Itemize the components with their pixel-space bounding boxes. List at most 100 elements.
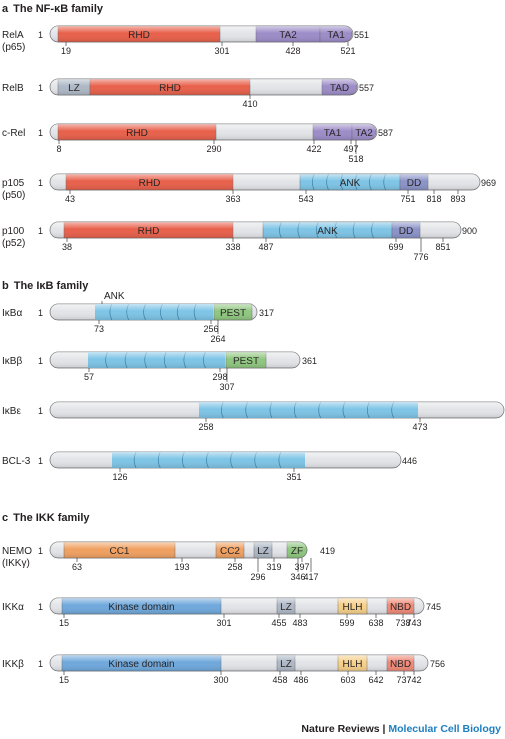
protein-ikbe-pos-label: 258: [198, 422, 213, 432]
protein-p105-gloss: [50, 174, 480, 190]
protein-bcl3-start: 1: [38, 456, 43, 466]
protein-rela-pos-label: 521: [340, 46, 355, 56]
protein-nemo: NEMO(IKKγ)1CC1CC2LZZF4196319325829631934…: [2, 541, 335, 582]
protein-nemo-end: 419: [320, 546, 335, 556]
protein-ikba-pos-label: 256: [203, 324, 218, 334]
protein-p100-pos-label: 851: [435, 242, 450, 252]
protein-ikbb-gloss: [50, 352, 300, 368]
protein-rela-name-1: (p65): [2, 42, 25, 53]
protein-nemo-gloss: [50, 542, 307, 558]
protein-ikka-pos-label: 15: [59, 618, 69, 628]
protein-ikkb-name-0: IKKβ: [2, 659, 24, 670]
protein-ikkb-start: 1: [38, 659, 43, 669]
protein-crel-pos-label: 497: [343, 144, 358, 154]
protein-relb-pos-label: 410: [242, 99, 257, 109]
protein-ikba-pos-label: 264: [210, 334, 225, 344]
section-a-title: a The NF-κB family: [2, 3, 104, 15]
protein-nemo-pos-label: 397: [294, 562, 309, 572]
protein-ikbb-pos-label: 307: [219, 382, 234, 392]
protein-p105-start: 1: [38, 178, 43, 188]
protein-ikka-pos-label: 301: [216, 618, 231, 628]
protein-ikka-start: 1: [38, 602, 43, 612]
protein-ikka-pos-label: 599: [339, 618, 354, 628]
protein-ikba-gloss: [50, 304, 257, 320]
protein-crel-pos-label: 8: [56, 144, 61, 154]
protein-rows: RelA(p65)1RHDTA2TA155119301428521RelB1LZ…: [2, 25, 505, 685]
protein-bcl3-end: 446: [402, 456, 417, 466]
section-c-title: c The IKK family: [2, 512, 90, 524]
protein-p105-pos-label: 43: [65, 194, 75, 204]
protein-ikba-start: 1: [38, 308, 43, 318]
protein-ikkb-pos-label: 15: [59, 675, 69, 685]
protein-ikbb: IκBβ1PEST36157298307: [2, 351, 317, 392]
protein-ikbe-start: 1: [38, 406, 43, 416]
protein-ikba-end: 317: [259, 308, 274, 318]
protein-ikba-name-0: IκBα: [2, 308, 22, 319]
protein-bcl3-pos-label: 351: [286, 472, 301, 482]
protein-crel-name-0: c-Rel: [2, 128, 25, 139]
protein-p105-pos-label: 363: [225, 194, 240, 204]
protein-ikka-pos-label: 743: [406, 618, 421, 628]
protein-ikka-end: 745: [426, 602, 441, 612]
protein-bcl3-pos-label: 126: [112, 472, 127, 482]
protein-ikka-gloss: [50, 598, 424, 614]
protein-ikbb-pos-label: 57: [84, 372, 94, 382]
protein-rela-pos-label: 301: [214, 46, 229, 56]
protein-p100-name-1: (p52): [2, 238, 25, 249]
protein-ikkb-gloss: [50, 655, 428, 671]
protein-p100-gloss: [50, 222, 461, 238]
protein-ikkb-end: 756: [430, 659, 445, 669]
section-b-title: b The IκB family: [2, 280, 89, 292]
protein-ikkb-pos-label: 642: [368, 675, 383, 685]
protein-bcl3-gloss: [50, 452, 401, 468]
protein-bcl3-name-0: BCL-3: [2, 456, 31, 467]
protein-rela-end: 551: [354, 30, 369, 40]
protein-ikkb-pos-label: 737: [396, 675, 411, 685]
protein-relb-end: 557: [359, 83, 374, 93]
protein-relb-start: 1: [38, 83, 43, 93]
protein-crel-pos-label: 290: [206, 144, 221, 154]
protein-ikka-name-0: IKKα: [2, 602, 24, 613]
protein-crel-gloss: [50, 124, 377, 140]
protein-rela-pos-label: 19: [61, 46, 71, 56]
protein-p100-name-0: p100: [2, 226, 25, 237]
protein-ikkb-pos-label: 486: [293, 675, 308, 685]
protein-ikkb-pos-label: 458: [272, 675, 287, 685]
protein-ikka-pos-label: 638: [368, 618, 383, 628]
protein-relb-gloss: [50, 79, 358, 95]
protein-ikbe: IκBε1500258473: [2, 401, 505, 432]
protein-ikkb: IKKβ1Kinase domainLZHLHNBD75615300458486…: [2, 654, 445, 685]
protein-bcl3: BCL-3 1 446 126 351: [2, 451, 417, 482]
protein-nemo-pos-label: 63: [72, 562, 82, 572]
protein-ikbe-pos-label: 473: [412, 422, 427, 432]
protein-p105-name-0: p105: [2, 178, 25, 189]
protein-ikba-ank-label: ANK: [104, 291, 125, 302]
protein-ikbb-end: 361: [302, 356, 317, 366]
journal-credit: Nature Reviews | Molecular Cell Biology: [301, 723, 501, 735]
protein-p100-pos-label: 699: [388, 242, 403, 252]
protein-ikka: IKKα1Kinase domainLZHLHNBD74515301455483…: [2, 597, 441, 628]
protein-p100-pos-label: 487: [258, 242, 273, 252]
protein-relb-name-0: RelB: [2, 83, 24, 94]
protein-rela-start: 1: [38, 30, 43, 40]
protein-rela: RelA(p65)1RHDTA2TA155119301428521: [2, 25, 369, 56]
protein-nemo-pos-label: 258: [227, 562, 242, 572]
protein-p100-pos-label: 338: [225, 242, 240, 252]
protein-relb: RelB1LZRHDTAD557410: [2, 78, 374, 109]
journal-name: Nature Reviews: [301, 723, 380, 735]
protein-rela-pos-label: 428: [285, 46, 300, 56]
protein-p100-pos-label: 776: [413, 252, 428, 262]
protein-crel-start: 1: [38, 128, 43, 138]
protein-crel-pos-label: 518: [348, 154, 363, 164]
protein-nemo-pos-label: 296: [250, 572, 265, 582]
protein-rela-gloss: [50, 26, 353, 42]
protein-nemo-pos-label: 319: [266, 562, 281, 572]
journal-subject: Molecular Cell Biology: [388, 723, 501, 735]
protein-p105-pos-label: 751: [400, 194, 415, 204]
credit-separator: |: [379, 723, 389, 735]
protein-ikbe-gloss: [50, 402, 504, 418]
protein-p105: p105(p50)1RHDANKDD96943363543751818893: [2, 173, 496, 204]
protein-p100-pos-label: 38: [62, 242, 72, 252]
protein-ikka-pos-label: 738: [395, 618, 410, 628]
